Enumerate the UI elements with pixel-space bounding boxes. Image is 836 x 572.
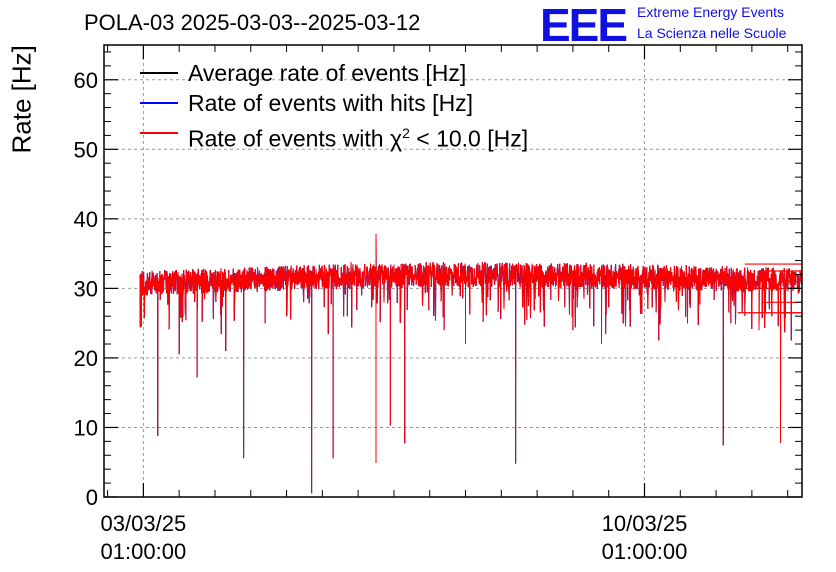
- legend-line-chi2: [140, 132, 178, 134]
- legend-label-average: Average rate of events [Hz]: [188, 60, 467, 86]
- axis-ticks: 0 10 20 30 40 50 60 03/03/25 01:00:00 10/03/25 01:…: [74, 45, 802, 564]
- plot-frame: [103, 44, 803, 498]
- y-tick-label: 50: [74, 137, 98, 162]
- series-layer: [139, 234, 803, 494]
- logo-line-2: La Scienza nelle Scuole: [637, 25, 787, 41]
- legend-label-chi2: Rate of events with χ2 < 10.0 [Hz]: [188, 118, 528, 154]
- x-tick-label-time: 01:00:00: [101, 539, 187, 564]
- series-line: [139, 234, 803, 494]
- y-tick-label: 0: [86, 485, 98, 510]
- y-tick-label: 10: [74, 415, 98, 440]
- y-tick-label: 30: [74, 276, 98, 301]
- grid-lines: [104, 45, 802, 497]
- chart-title: POLA-03 2025-03-03--2025-03-12: [84, 10, 421, 35]
- legend-chi2-prefix: Rate of events with χ: [188, 125, 403, 152]
- legend-label-hits: Rate of events with hits [Hz]: [188, 90, 474, 116]
- y-tick-label: 20: [74, 346, 98, 371]
- x-tick-label-time: 01:00:00: [602, 539, 688, 564]
- y-axis-label: Rate [Hz]: [6, 45, 37, 154]
- legend-chi2-sup: 2: [402, 125, 410, 141]
- x-tick-label-date: 10/03/25: [602, 511, 688, 536]
- x-tick-label-date: 03/03/25: [101, 511, 187, 536]
- y-tick-label: 60: [74, 68, 98, 93]
- y-tick-label: 40: [74, 207, 98, 232]
- legend-line-hits: [140, 102, 178, 104]
- eee-logo: EEE: [540, 0, 628, 51]
- legend-line-average: [140, 72, 178, 74]
- legend-chi2-suffix: < 10.0 [Hz]: [409, 125, 529, 152]
- logo-line-1: Extreme Energy Events: [637, 4, 785, 20]
